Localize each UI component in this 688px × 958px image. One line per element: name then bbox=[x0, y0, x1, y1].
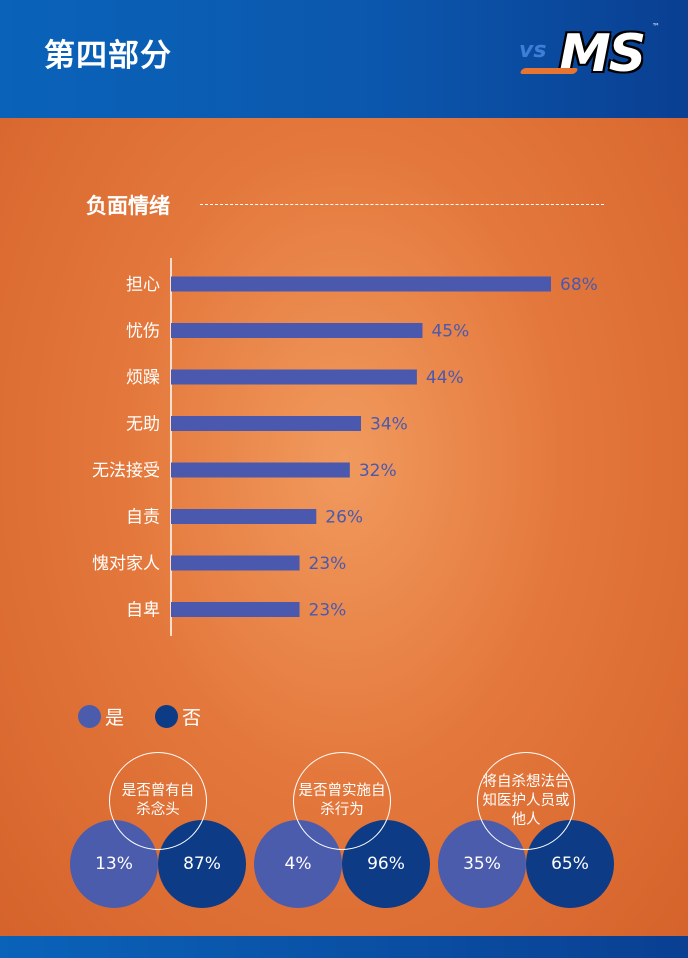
survey-group-disclosure: 35% 65% 将自杀想法告知医护人员或他人 bbox=[438, 752, 618, 908]
category-label: 愧对家人 bbox=[92, 554, 160, 574]
category-label: 忧伤 bbox=[126, 322, 160, 342]
data-label: 26% bbox=[325, 508, 363, 528]
data-label: 23% bbox=[309, 601, 347, 621]
bar bbox=[171, 462, 350, 478]
bar bbox=[171, 323, 423, 338]
logo-swoosh bbox=[519, 68, 579, 74]
bar bbox=[171, 276, 551, 292]
question-ring: 是否曾有自杀念头 bbox=[109, 752, 207, 850]
data-label: 45% bbox=[431, 322, 469, 342]
legend-label-no: 否 bbox=[182, 707, 202, 729]
data-label: 68% bbox=[560, 275, 598, 295]
legend-swatch-yes bbox=[78, 705, 101, 728]
footer-bar bbox=[0, 936, 688, 958]
bar bbox=[171, 555, 300, 571]
legend-swatch-no bbox=[155, 705, 178, 728]
survey-group-suicidal-thoughts: 13% 87% 是否曾有自杀念头 bbox=[70, 752, 250, 908]
section-title: 负面情绪 bbox=[86, 194, 170, 218]
category-label: 自责 bbox=[126, 508, 160, 528]
data-label: 44% bbox=[426, 368, 464, 388]
survey-group-suicide-attempt: 4% 96% 是否曾实施自杀行为 bbox=[254, 752, 434, 908]
legend-label-yes: 是 bbox=[105, 707, 125, 729]
negative-emotions-bar-chart: 担心 68% 忧伤 45% 烦躁 44% 无助 34% 无法接受 32% 自责 26% 愧对家人 23% 自… bbox=[92, 258, 598, 636]
question-text: 将自杀想法告知医护人员或他人 bbox=[482, 773, 570, 828]
vsms-logo: vs MS ™ bbox=[515, 22, 660, 88]
header-bar: 第四部分 vs MS ™ bbox=[0, 0, 688, 118]
no-percent: 65% bbox=[551, 854, 589, 874]
category-label: 无法接受 bbox=[92, 461, 160, 481]
no-percent: 87% bbox=[183, 854, 221, 874]
logo-vs-text: vs bbox=[519, 38, 547, 63]
section-divider bbox=[200, 204, 604, 205]
logo-trademark: ™ bbox=[652, 22, 660, 31]
category-label: 担心 bbox=[126, 275, 160, 295]
data-label: 23% bbox=[309, 554, 347, 574]
no-percent: 96% bbox=[367, 854, 405, 874]
category-label: 烦躁 bbox=[126, 368, 160, 388]
data-label: 32% bbox=[359, 461, 397, 481]
category-label: 无助 bbox=[126, 415, 160, 435]
yes-percent: 13% bbox=[95, 854, 133, 874]
page-title: 第四部分 bbox=[44, 38, 172, 74]
yes-percent: 35% bbox=[463, 854, 501, 874]
data-label: 34% bbox=[370, 415, 408, 435]
question-ring: 将自杀想法告知医护人员或他人 bbox=[477, 752, 575, 850]
bar bbox=[171, 602, 300, 617]
bar bbox=[171, 509, 317, 524]
category-label: 自卑 bbox=[126, 601, 160, 621]
question-ring: 是否曾实施自杀行为 bbox=[293, 752, 391, 850]
bar bbox=[171, 369, 417, 385]
bar bbox=[171, 416, 361, 431]
logo-ms-text: MS bbox=[559, 24, 646, 84]
question-text: 是否曾实施自杀行为 bbox=[298, 783, 386, 818]
question-text: 是否曾有自杀念头 bbox=[121, 783, 195, 818]
yes-percent: 4% bbox=[284, 854, 312, 874]
